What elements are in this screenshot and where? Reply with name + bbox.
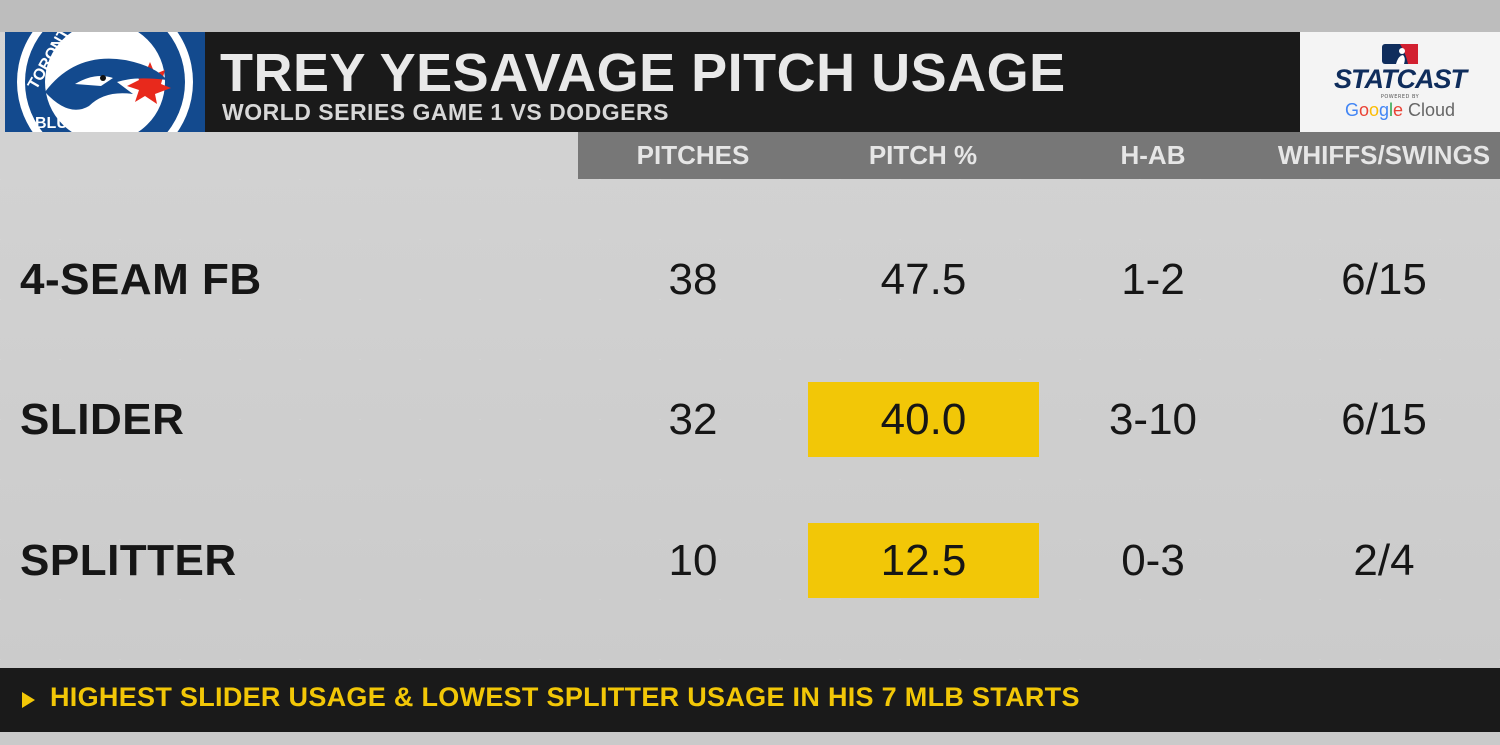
powered-by-label: POWERED BY — [1380, 94, 1420, 100]
team-logo: TORONTO BLUE JAYS — [5, 32, 205, 132]
statcast-wordmark: STATCAST — [1334, 64, 1467, 94]
pitch-name: 4-SEAM FB — [20, 255, 262, 304]
pitch-pct-value: 47.5 — [880, 255, 967, 304]
whiffs-swings-value: 6/15 — [1341, 395, 1427, 444]
column-header-pitches: PITCHES — [636, 140, 750, 170]
pitches-value: 10 — [668, 536, 718, 585]
graphic-header: TORONTO BLUE JAYS TREY YESAVAGE PITCH US… — [5, 32, 1300, 132]
pitch-pct-value: 40.0 — [880, 395, 967, 444]
highlight-slider-pitch-pct — [808, 382, 1039, 457]
pitches-value: 38 — [668, 255, 718, 304]
graphic-title: TREY YESAVAGE PITCH USAGE — [220, 43, 1066, 103]
whiffs-swings-value: 6/15 — [1341, 255, 1427, 304]
pitches-value: 32 — [668, 395, 718, 444]
top-strip — [0, 0, 1500, 32]
whiffs-swings-value: 2/4 — [1353, 536, 1415, 585]
h-ab-value: 3-10 — [1108, 395, 1198, 444]
blue-jays-logo-icon: TORONTO BLUE JAYS — [17, 32, 193, 132]
footer-note: HIGHEST SLIDER USAGE & LOWEST SPLITTER U… — [50, 682, 1080, 712]
pitch-pct-value: 12.5 — [880, 536, 967, 585]
play-arrow-icon — [22, 692, 35, 708]
column-header-pitch-pct: PITCH % — [868, 140, 978, 170]
statcast-brand: STATCAST POWERED BY Google Cloud — [1300, 32, 1500, 132]
h-ab-value: 1-2 — [1121, 255, 1185, 304]
pitch-name: SPLITTER — [20, 536, 237, 585]
column-header-whiffs-swings: WHIFFS/SWINGS — [1277, 140, 1491, 170]
column-header-bar: PITCHES PITCH % H-AB WHIFFS/SWINGS — [578, 132, 1500, 179]
footer-note-bar: HIGHEST SLIDER USAGE & LOWEST SPLITTER U… — [0, 668, 1500, 732]
pitch-name: SLIDER — [20, 395, 185, 444]
google-cloud-wordmark: Google Cloud — [1344, 100, 1456, 120]
logo-text-bottom: BLUE JAYS — [35, 115, 124, 132]
graphic-subtitle: WORLD SERIES GAME 1 VS DODGERS — [222, 99, 669, 125]
h-ab-value: 0-3 — [1121, 536, 1185, 585]
column-header-h-ab: H-AB — [1120, 140, 1186, 170]
mlb-logo-icon — [1382, 44, 1418, 64]
highlight-splitter-pitch-pct — [808, 523, 1039, 598]
